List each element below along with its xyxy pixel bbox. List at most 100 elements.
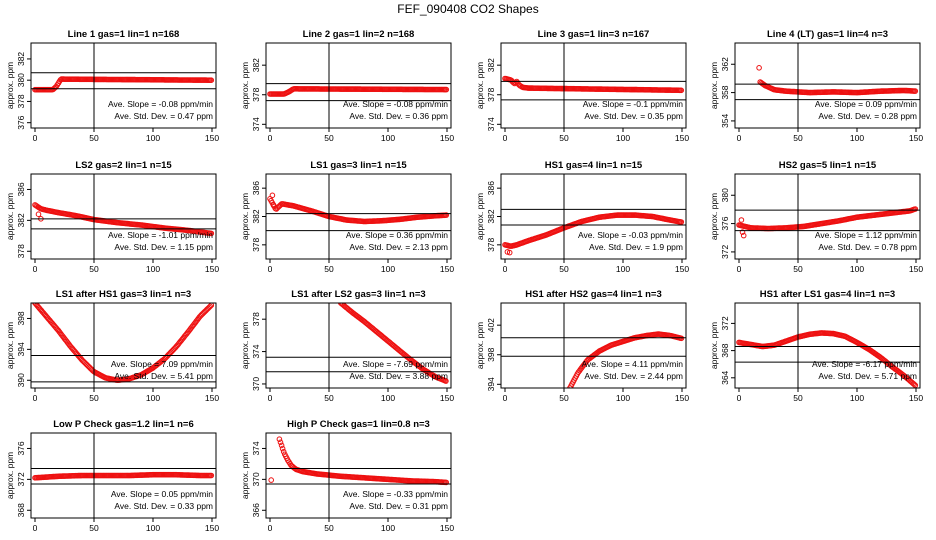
y-tick-label: 372 (720, 245, 730, 259)
y-tick-label: 358 (720, 85, 730, 99)
y-tick-label: 382 (486, 58, 496, 72)
slope-annotation: Ave. Slope = 0.05 ppm/min (111, 489, 213, 499)
data-point (911, 381, 917, 388)
std-dev-annotation: Ave. Std. Dev. = 2.44 ppm (584, 371, 683, 381)
y-tick-label: 368 (720, 343, 730, 357)
chart-panel: Line 1 gas=1 lin=1 n=168 0 50 100 150 376 378 3… (0, 25, 225, 146)
plot-group: Line 3 gas=1 lin=3 n=167 0 50 100 150 374 378 3… (475, 29, 689, 143)
std-dev-annotation: Ave. Std. Dev. = 0.33 ppm (114, 501, 213, 511)
x-tick-label: 0 (33, 133, 38, 143)
y-tick-label: 382 (251, 209, 261, 223)
y-tick-label: 366 (251, 503, 261, 517)
data-point (280, 448, 287, 455)
plot-group: Line 1 gas=1 lin=1 n=168 0 50 100 150 376 378 3… (5, 29, 219, 143)
chart-svg: HS1 gas=4 lin=1 n=15 0 50 100 150 378 382 386ap… (475, 160, 689, 274)
x-tick-label: 150 (205, 523, 219, 533)
y-tick-label: 370 (251, 377, 261, 391)
stats-annotation: Ave. Slope = -0.03 ppm/min Ave. Std. Dev.… (578, 230, 683, 252)
x-tick-label: 100 (850, 393, 864, 403)
panel-title: Line 4 (LT) gas=1 lin=4 n=3 (767, 29, 888, 40)
plot-frame (500, 42, 687, 129)
chart-panel: HS2 gas=5 lin=1 n=15 0 50 100 150 372 376 380 ap… (704, 156, 929, 277)
x-tick-label: 0 (33, 393, 38, 403)
x-tick-label: 0 (737, 393, 742, 403)
y-tick-label: 386 (251, 181, 261, 195)
chart-panel: High P Check gas=1 lin=0.8 n=3 0 50 100 150 3… (235, 415, 460, 536)
slope-annotation: Ave. Slope = -6.17 ppm/min (812, 359, 917, 369)
outlier-point (506, 249, 513, 256)
x-tick-label: 150 (675, 264, 689, 274)
x-tick-label: 0 (33, 523, 38, 533)
outlier-point (268, 477, 274, 483)
plot-frame (265, 432, 452, 519)
x-tick-label: 100 (616, 133, 630, 143)
x-tick-label: 150 (205, 393, 219, 403)
x-tick-label: 150 (205, 133, 219, 143)
chart-panel: Line 3 gas=1 lin=3 n=167 0 50 100 150 374 378 3… (470, 25, 695, 146)
plot-group: LS1 after LS2 gas=3 lin=1 n=3 0 50 100 150 37… (240, 289, 454, 403)
x-tick-label: 150 (440, 393, 454, 403)
stats-annotation: Ave. Slope = 4.11 ppm/min Ave. Std. Dev. … (581, 359, 683, 381)
outlier-point (35, 211, 42, 218)
chart-panel: LS1 after HS1 gas=3 lin=1 n=3 0 50 100 150 39… (0, 285, 225, 406)
y-tick-label: 374 (251, 344, 261, 358)
x-tick-label: 0 (268, 523, 273, 533)
plot-group: HS1 after LS1 gas=4 lin=1 n=3 0 50 100 150 36… (709, 289, 923, 403)
chart-panel: HS1 after LS1 gas=4 lin=1 n=3 0 50 100 150 36… (704, 285, 929, 406)
chart-svg: Line 2 gas=1 lin=2 n=168 0 50 100 150 374 378 3… (240, 29, 454, 143)
panel-title: High P Check gas=1 lin=0.8 n=3 (287, 419, 430, 430)
data-points (267, 192, 450, 225)
plot-frame (500, 302, 687, 389)
chart-svg: Line 3 gas=1 lin=3 n=167 0 50 100 150 374 378 3… (475, 29, 689, 143)
chart-svg: HS2 gas=5 lin=1 n=15 0 50 100 150 372 376 380ap… (709, 160, 923, 274)
x-tick-label: 50 (89, 264, 99, 274)
chart-panel: LS1 gas=3 lin=1 n=15 0 50 100 150 378 382 386 ap… (235, 156, 460, 277)
data-point (278, 442, 285, 449)
plot-frame (265, 302, 452, 389)
y-tick-label: 362 (720, 57, 730, 71)
std-dev-annotation: Ave. Std. Dev. = 5.71 ppm (818, 371, 917, 381)
x-tick-label: 0 (503, 264, 508, 274)
data-point (208, 303, 215, 308)
slope-annotation: Ave. Slope = -0.1 ppm/min (583, 99, 684, 109)
y-axis-label: approx. ppm (5, 322, 15, 369)
x-tick-label: 50 (793, 393, 803, 403)
chart-panel: HS1 after HS2 gas=4 lin=1 n=3 0 50 100 150 39… (470, 285, 695, 406)
data-point (678, 219, 685, 225)
y-axis-label: approx. ppm (709, 62, 719, 109)
panel-title: HS1 gas=4 lin=1 n=15 (545, 160, 643, 171)
x-tick-label: 100 (146, 264, 160, 274)
x-tick-label: 150 (440, 133, 454, 143)
x-tick-label: 50 (793, 133, 803, 143)
std-dev-annotation: Ave. Std. Dev. = 0.47 ppm (114, 111, 213, 121)
plot-group: LS1 gas=3 lin=1 n=15 0 50 100 150 378 382 386ap… (240, 160, 454, 274)
panel-title: HS1 after LS1 gas=4 lin=1 n=3 (760, 289, 895, 300)
data-points (338, 303, 449, 384)
y-axis-label: approx. ppm (240, 452, 250, 499)
data-point (912, 206, 919, 212)
x-tick-label: 0 (737, 264, 742, 274)
plot-group: HS2 gas=5 lin=1 n=15 0 50 100 150 372 376 380ap… (709, 160, 923, 274)
x-tick-label: 100 (381, 264, 395, 274)
data-points (32, 303, 215, 383)
std-dev-annotation: Ave. Std. Dev. = 0.78 ppm (818, 242, 917, 252)
y-tick-label: 398 (16, 311, 26, 325)
data-point (678, 87, 685, 94)
x-tick-label: 0 (268, 393, 273, 403)
plot-frame (734, 302, 921, 389)
y-tick-label: 374 (251, 441, 261, 455)
plot-group: HS1 gas=4 lin=1 n=15 0 50 100 150 378 382 386ap… (475, 160, 689, 274)
data-point (443, 86, 450, 93)
std-dev-annotation: Ave. Std. Dev. = 2.13 ppm (349, 242, 448, 252)
x-tick-label: 150 (909, 133, 923, 143)
stats-annotation: Ave. Slope = 0.05 ppm/min Ave. Std. Dev. … (111, 489, 213, 511)
x-tick-label: 150 (909, 393, 923, 403)
stats-annotation: Ave. Slope = 0.36 ppm/min Ave. Std. Dev. … (346, 230, 448, 252)
x-tick-label: 0 (268, 264, 273, 274)
y-tick-label: 398 (486, 347, 496, 361)
y-tick-label: 374 (251, 117, 261, 131)
plot-group: Line 2 gas=1 lin=2 n=168 0 50 100 150 374 378 3… (240, 29, 454, 143)
y-axis-label: approx. ppm (5, 62, 15, 109)
y-tick-label: 368 (16, 503, 26, 517)
plot-frame (30, 302, 217, 389)
